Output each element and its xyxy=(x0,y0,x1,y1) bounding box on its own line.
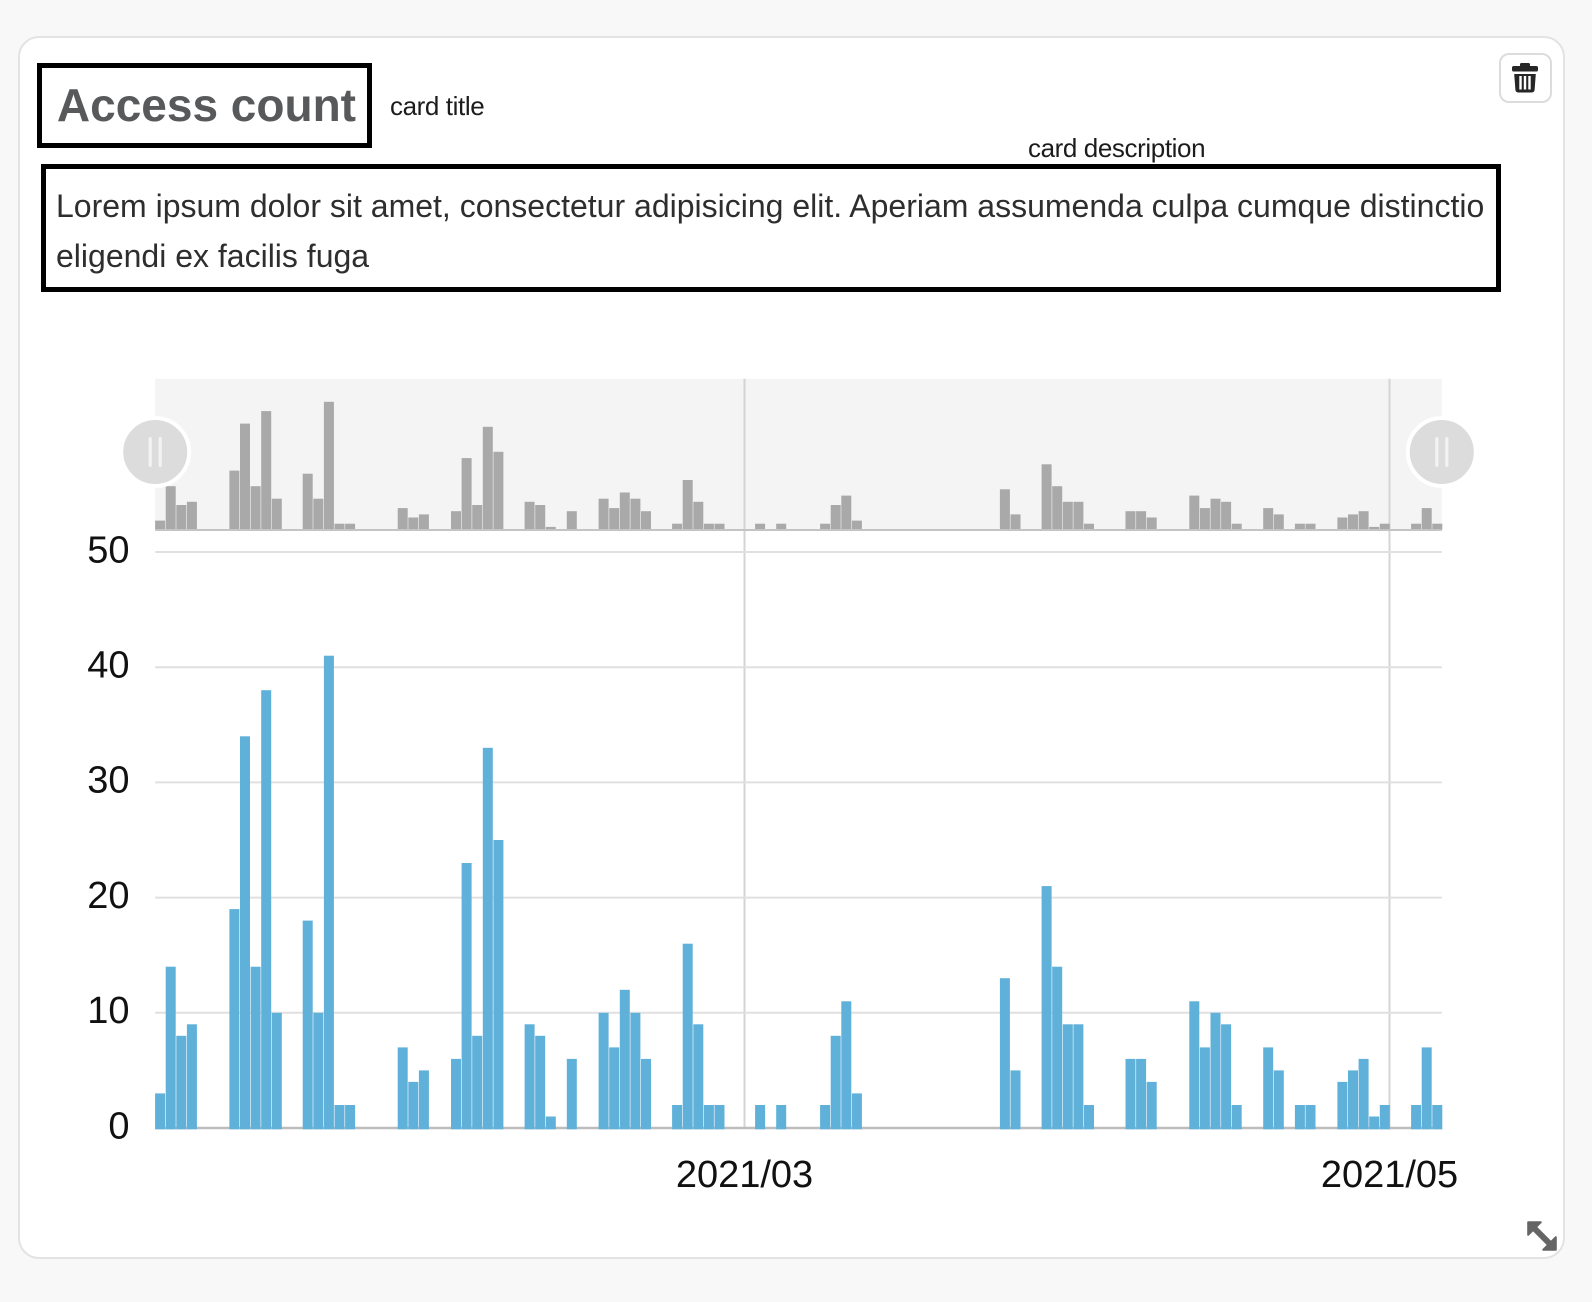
svg-text:20: 20 xyxy=(87,875,129,917)
svg-text:2021/05: 2021/05 xyxy=(1321,1154,1458,1196)
svg-text:40: 40 xyxy=(87,645,129,687)
svg-text:50: 50 xyxy=(87,529,129,571)
svg-text:0: 0 xyxy=(108,1105,129,1147)
svg-text:10: 10 xyxy=(87,990,129,1032)
svg-text:2021/03: 2021/03 xyxy=(676,1154,813,1196)
svg-text:30: 30 xyxy=(87,760,129,802)
